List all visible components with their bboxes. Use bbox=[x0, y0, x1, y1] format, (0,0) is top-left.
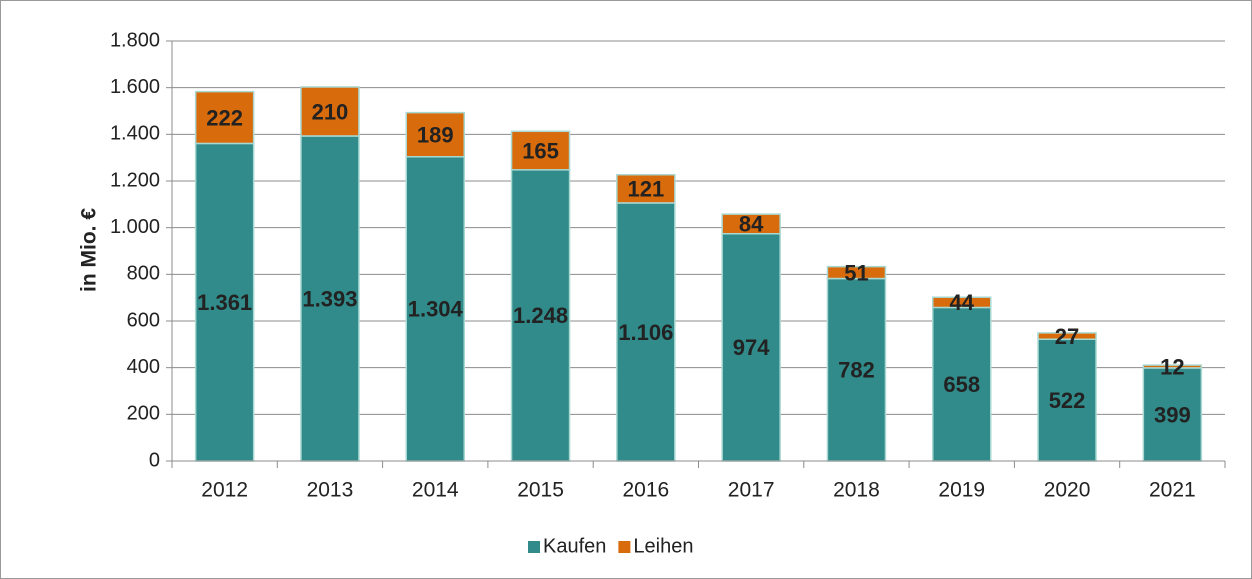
y-tick-label: 1.200 bbox=[110, 169, 160, 191]
bar-segment bbox=[826, 265, 887, 280]
y-tick-label: 400 bbox=[127, 356, 160, 378]
legend-label: Kaufen bbox=[543, 535, 606, 557]
legend-swatch bbox=[618, 541, 631, 553]
x-tick-label: 2015 bbox=[517, 479, 564, 502]
x-tick-label: 2021 bbox=[1149, 479, 1196, 502]
data-label: 658 bbox=[943, 372, 980, 397]
legend-swatch bbox=[528, 541, 540, 553]
x-tick-label: 2012 bbox=[201, 479, 248, 502]
y-tick-label: 800 bbox=[127, 263, 160, 285]
y-tick-label: 1.000 bbox=[110, 216, 160, 238]
data-label: 165 bbox=[522, 138, 559, 163]
y-tick-label: 1.600 bbox=[110, 76, 160, 98]
x-tick-label: 2020 bbox=[1044, 479, 1091, 502]
bar-segment bbox=[194, 142, 255, 462]
bar-segment bbox=[510, 169, 571, 462]
bar-segment bbox=[194, 90, 255, 145]
legend-label: Leihen bbox=[633, 535, 693, 557]
y-tick-label: 1.400 bbox=[110, 123, 160, 145]
data-label: 1.393 bbox=[302, 286, 357, 311]
y-tick-label: 200 bbox=[127, 403, 160, 425]
bar-segment bbox=[405, 155, 465, 462]
bar-segment bbox=[300, 135, 360, 462]
data-label: 51 bbox=[844, 260, 868, 285]
data-label: 1.106 bbox=[618, 320, 673, 345]
data-label: 121 bbox=[627, 177, 664, 202]
data-label: 782 bbox=[838, 358, 875, 383]
x-tick-label: 2018 bbox=[833, 479, 880, 502]
data-label: 399 bbox=[1154, 402, 1191, 427]
data-label: 210 bbox=[312, 99, 349, 124]
data-label: 222 bbox=[206, 105, 243, 130]
y-tick-label: 1.800 bbox=[110, 29, 160, 51]
bar-segment bbox=[300, 86, 360, 137]
data-label: 974 bbox=[733, 335, 770, 360]
bar-segment bbox=[405, 111, 465, 158]
y-axis-title: in Mio. € bbox=[78, 208, 101, 292]
data-label: 27 bbox=[1055, 324, 1079, 349]
data-label: 189 bbox=[417, 122, 454, 147]
data-label: 1.248 bbox=[513, 303, 568, 328]
bar-segment bbox=[1142, 364, 1203, 369]
data-label: 1.304 bbox=[408, 297, 464, 322]
bar-segment bbox=[826, 277, 887, 462]
bar-segment bbox=[932, 306, 992, 462]
data-label: 522 bbox=[1049, 388, 1086, 413]
data-label: 1.361 bbox=[197, 290, 252, 315]
data-label: 44 bbox=[950, 290, 975, 315]
data-label: 84 bbox=[739, 212, 764, 237]
x-tick-label: 2017 bbox=[728, 479, 775, 502]
x-tick-label: 2014 bbox=[412, 479, 459, 502]
x-tick-label: 2016 bbox=[622, 479, 669, 502]
bar-segment bbox=[616, 202, 676, 462]
bar-segment bbox=[510, 130, 571, 171]
x-tick-label: 2019 bbox=[938, 479, 985, 502]
bar-segment bbox=[1037, 332, 1097, 340]
x-tick-label: 2013 bbox=[307, 479, 354, 502]
y-tick-label: 600 bbox=[127, 309, 160, 331]
bar-segment bbox=[932, 296, 992, 309]
data-label: 12 bbox=[1160, 354, 1184, 379]
y-tick-label: 0 bbox=[149, 449, 160, 471]
bar-segment bbox=[616, 173, 676, 204]
bar-segment bbox=[721, 213, 781, 235]
